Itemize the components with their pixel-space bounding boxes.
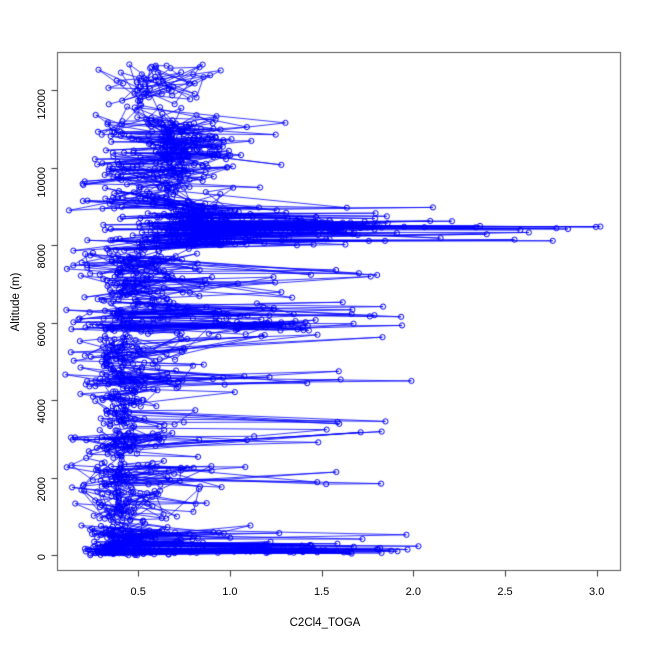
x-tick-label: 1.5 <box>313 586 330 598</box>
y-tick-label: 2000 <box>36 476 48 502</box>
y-axis-label: Altitude (m) <box>10 272 22 332</box>
x-tick-label: 0.5 <box>130 586 146 598</box>
x-tick-label: 2.0 <box>405 586 421 598</box>
y-tick-label: 6000 <box>36 321 48 347</box>
y-tick-label: 0 <box>36 554 48 561</box>
x-tick-label: 3.0 <box>589 586 605 598</box>
y-tick-label: 8000 <box>36 244 48 269</box>
y-tick-label: 12000 <box>36 89 48 120</box>
x-tick-label: 1.0 <box>222 586 238 598</box>
x-tick-label: 2.5 <box>497 586 513 598</box>
y-tick-label: 10000 <box>36 166 48 198</box>
x-axis-label: C2Cl4_TOGA <box>289 617 361 629</box>
y-tick-label: 4000 <box>36 399 48 424</box>
